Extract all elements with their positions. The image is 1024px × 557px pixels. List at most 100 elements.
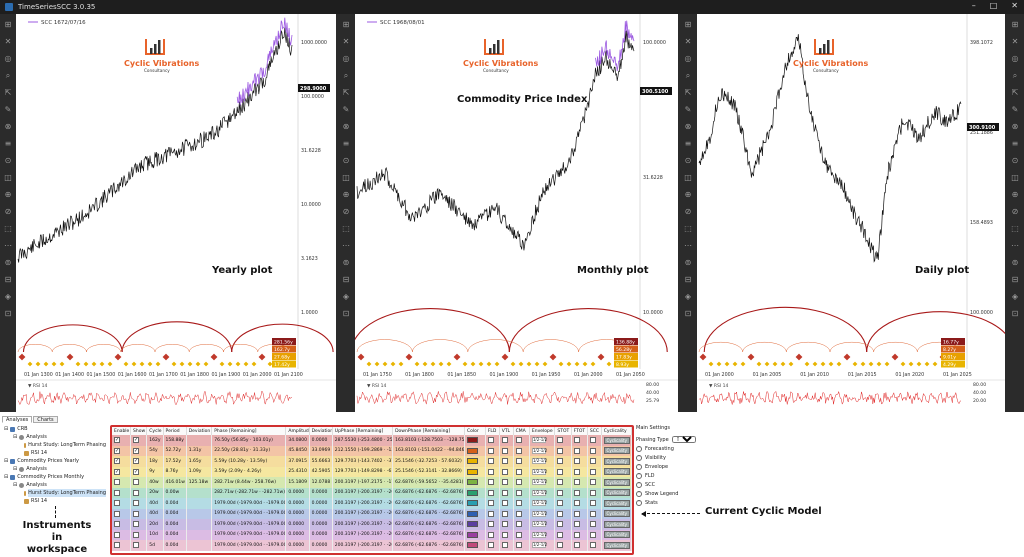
checkbox[interactable] xyxy=(501,447,508,454)
checkbox[interactable] xyxy=(589,531,596,538)
checkbox[interactable]: ✓ xyxy=(133,437,140,443)
envelope-cell[interactable]: 1/2-1/2 xyxy=(529,529,556,540)
checkbox[interactable] xyxy=(557,500,564,506)
checkbox[interactable] xyxy=(573,531,580,538)
column-header[interactable]: Deviation xyxy=(186,427,213,435)
expand-icon[interactable]: ˅ xyxy=(636,463,642,470)
show-checkbox[interactable]: ✓ xyxy=(130,466,148,477)
vtl-checkbox[interactable] xyxy=(499,487,514,498)
ftot-checkbox[interactable] xyxy=(571,435,588,446)
column-header[interactable]: UpPhase [Remaining] xyxy=(332,427,394,435)
cyclicality-button[interactable]: Cyclicality xyxy=(603,447,630,455)
cyclicality-button[interactable]: Cyclicality xyxy=(603,489,630,497)
zoom-icon[interactable]: ⌕ xyxy=(1012,71,1018,80)
checkbox[interactable]: ✓ xyxy=(133,447,140,454)
show-checkbox[interactable] xyxy=(130,519,148,530)
checkbox[interactable] xyxy=(487,521,494,527)
select-icon[interactable]: ⬚ xyxy=(684,224,692,233)
cyclicality-cell[interactable]: Cyclicality xyxy=(601,487,633,498)
color-cell[interactable] xyxy=(464,477,486,488)
cma-checkbox[interactable] xyxy=(513,540,530,551)
fit-icon[interactable]: ⇱ xyxy=(1011,88,1019,97)
cyclicality-button[interactable]: Cyclicality xyxy=(603,436,630,444)
draw-icon[interactable]: ✎ xyxy=(4,105,12,114)
remove-icon[interactable]: ⊘ xyxy=(342,207,350,216)
cyclicality-cell[interactable]: Cyclicality xyxy=(601,445,633,456)
minus-icon[interactable]: ⊟ xyxy=(4,275,12,284)
envelope-input[interactable]: 1/2-1/2 xyxy=(531,521,548,528)
expand-icon[interactable]: ˅ xyxy=(636,472,642,479)
draw-icon[interactable]: ✎ xyxy=(342,105,350,114)
envelope-input[interactable]: 1/2-1/2 xyxy=(531,458,548,465)
envelope-cell[interactable]: 1/2-1/2 xyxy=(529,477,556,488)
checkbox[interactable] xyxy=(515,500,522,506)
chart-panel-yearly[interactable]: 01 Jan 1300 01 Jan 1400 01 Jan 1500 01 Jan … xyxy=(16,14,336,412)
checkbox[interactable] xyxy=(573,447,580,454)
ftot-checkbox[interactable] xyxy=(571,456,588,467)
scc-checkbox[interactable] xyxy=(587,508,602,519)
target-icon[interactable]: ⊙ xyxy=(684,156,692,165)
cyclicality-cell[interactable]: Cyclicality xyxy=(601,466,633,477)
ftot-checkbox[interactable] xyxy=(571,498,588,509)
checkbox[interactable] xyxy=(133,500,140,506)
checkbox[interactable] xyxy=(487,510,494,517)
expand-icon[interactable]: ˅ xyxy=(636,454,642,461)
checkbox[interactable] xyxy=(573,468,580,475)
enable-checkbox[interactable] xyxy=(112,498,132,509)
stot-checkbox[interactable] xyxy=(554,466,572,477)
checkbox[interactable] xyxy=(515,531,522,538)
vtl-checkbox[interactable] xyxy=(499,508,514,519)
checkbox[interactable] xyxy=(557,542,564,548)
checkbox[interactable] xyxy=(501,500,508,506)
checkbox[interactable] xyxy=(133,531,140,538)
vtl-checkbox[interactable] xyxy=(499,435,514,446)
layout-icon[interactable]: ◫ xyxy=(342,173,350,182)
expand-icon[interactable]: ˅ xyxy=(636,499,642,506)
column-header[interactable]: Amplitude xyxy=(285,427,310,435)
stot-checkbox[interactable] xyxy=(554,477,572,488)
column-header[interactable]: Phase [Remaining] xyxy=(211,427,287,435)
envelope-input[interactable]: 1/2-1/2 xyxy=(531,510,548,517)
checkbox[interactable]: ✓ xyxy=(133,468,140,475)
checkbox[interactable] xyxy=(573,489,580,496)
tab-charts[interactable]: Charts xyxy=(33,416,58,423)
checkbox[interactable] xyxy=(501,468,508,475)
checkbox[interactable] xyxy=(114,542,120,548)
color-swatch[interactable] xyxy=(466,489,478,496)
cyclicality-cell[interactable]: Cyclicality xyxy=(601,529,633,540)
column-header[interactable]: Deviation xyxy=(309,427,333,435)
enable-checkbox[interactable] xyxy=(112,477,132,488)
scc-checkbox[interactable] xyxy=(587,487,602,498)
color-swatch[interactable] xyxy=(466,521,478,527)
crosshair-icon[interactable]: ◎ xyxy=(4,54,12,63)
expand-icon[interactable]: ˅ xyxy=(636,445,642,452)
ftot-checkbox[interactable] xyxy=(571,508,588,519)
delete-icon[interactable]: ⊗ xyxy=(342,122,350,131)
column-header[interactable]: Cyclicality xyxy=(601,427,633,435)
delete-icon[interactable]: ⊗ xyxy=(684,122,692,131)
tree-node[interactable]: RSI 14 xyxy=(2,497,106,505)
grid-icon[interactable]: ⊞ xyxy=(684,20,692,29)
cycle-row[interactable]: 20d 0.00d 1979.00d (-1979.00d · -1979.00d)… xyxy=(112,519,633,530)
cyclicality-button[interactable]: Cyclicality xyxy=(603,520,630,528)
checkbox[interactable] xyxy=(589,510,596,517)
layout-icon[interactable]: ◫ xyxy=(1011,173,1019,182)
color-cell[interactable] xyxy=(464,529,486,540)
envelope-input[interactable]: 1/2-1/2 xyxy=(531,479,548,486)
vtl-checkbox[interactable] xyxy=(499,466,514,477)
vtl-checkbox[interactable] xyxy=(499,445,514,456)
scc-checkbox[interactable] xyxy=(587,477,602,488)
stot-checkbox[interactable] xyxy=(554,519,572,530)
crosshair-icon[interactable]: ◎ xyxy=(684,54,692,63)
draw-icon[interactable]: ✎ xyxy=(684,105,692,114)
ftot-checkbox[interactable] xyxy=(571,477,588,488)
checkbox[interactable] xyxy=(589,500,596,506)
cyclicality-cell[interactable]: Cyclicality xyxy=(601,456,633,467)
checkbox[interactable] xyxy=(515,510,522,517)
checkbox[interactable] xyxy=(114,500,120,506)
cycle-row[interactable]: 20w 0.00w 282.71w (-282.71w · -282.71w) 0.0… xyxy=(112,487,633,498)
stot-checkbox[interactable] xyxy=(554,508,572,519)
cyclicality-cell[interactable]: Cyclicality xyxy=(601,540,633,551)
column-header[interactable]: Show xyxy=(130,427,148,435)
cycle-row[interactable]: 5d 0.00d 1979.00d (-1979.00d · -1979.00d) 0… xyxy=(112,540,633,551)
